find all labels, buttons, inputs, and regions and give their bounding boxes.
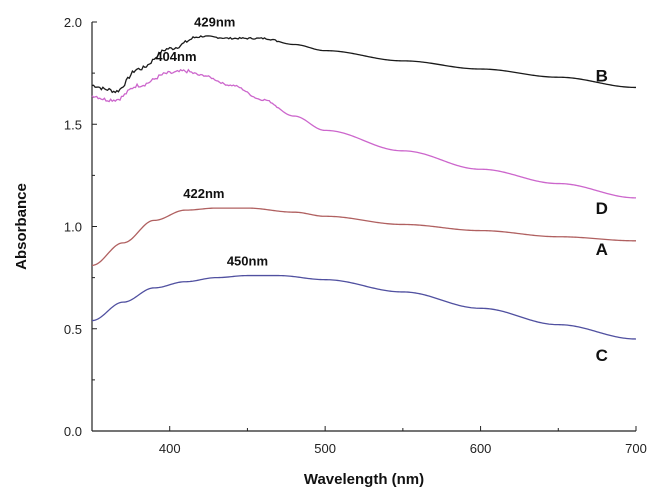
series-lines (91, 35, 637, 340)
axes: 0.0 0.5 1.0 1.5 2.0 400 500 600 700 (64, 15, 647, 456)
series-labels: B 429nm D 404nm A 422nm C 450nm (155, 14, 608, 365)
series-name-label: B (596, 66, 608, 85)
y-tick-label: 0.5 (64, 322, 82, 337)
series-name-label: A (596, 240, 608, 259)
peak-wavelength-label: 429nm (194, 14, 235, 29)
y-axis-title: Absorbance (13, 183, 30, 270)
y-tick-label: 1.5 (64, 117, 82, 132)
x-tick-label: 600 (470, 441, 492, 456)
peak-wavelength-label: 404nm (155, 49, 196, 64)
peak-wavelength-label: 422nm (183, 186, 224, 201)
x-tick-label: 500 (314, 441, 336, 456)
series-line-c (91, 274, 637, 340)
series-line-d (91, 68, 637, 199)
series-line-b (91, 35, 637, 94)
x-axis-title: Wavelength (nm) (304, 471, 424, 488)
x-tick-label: 700 (625, 441, 647, 456)
series-line-a (91, 207, 636, 267)
y-tick-label: 0.0 (64, 424, 82, 439)
x-tick-label: 400 (159, 441, 181, 456)
y-tick-label: 2.0 (64, 15, 82, 30)
peak-wavelength-label: 450nm (227, 254, 268, 269)
series-name-label: C (596, 346, 608, 365)
series-name-label: D (596, 199, 608, 218)
y-tick-label: 1.0 (64, 220, 82, 235)
